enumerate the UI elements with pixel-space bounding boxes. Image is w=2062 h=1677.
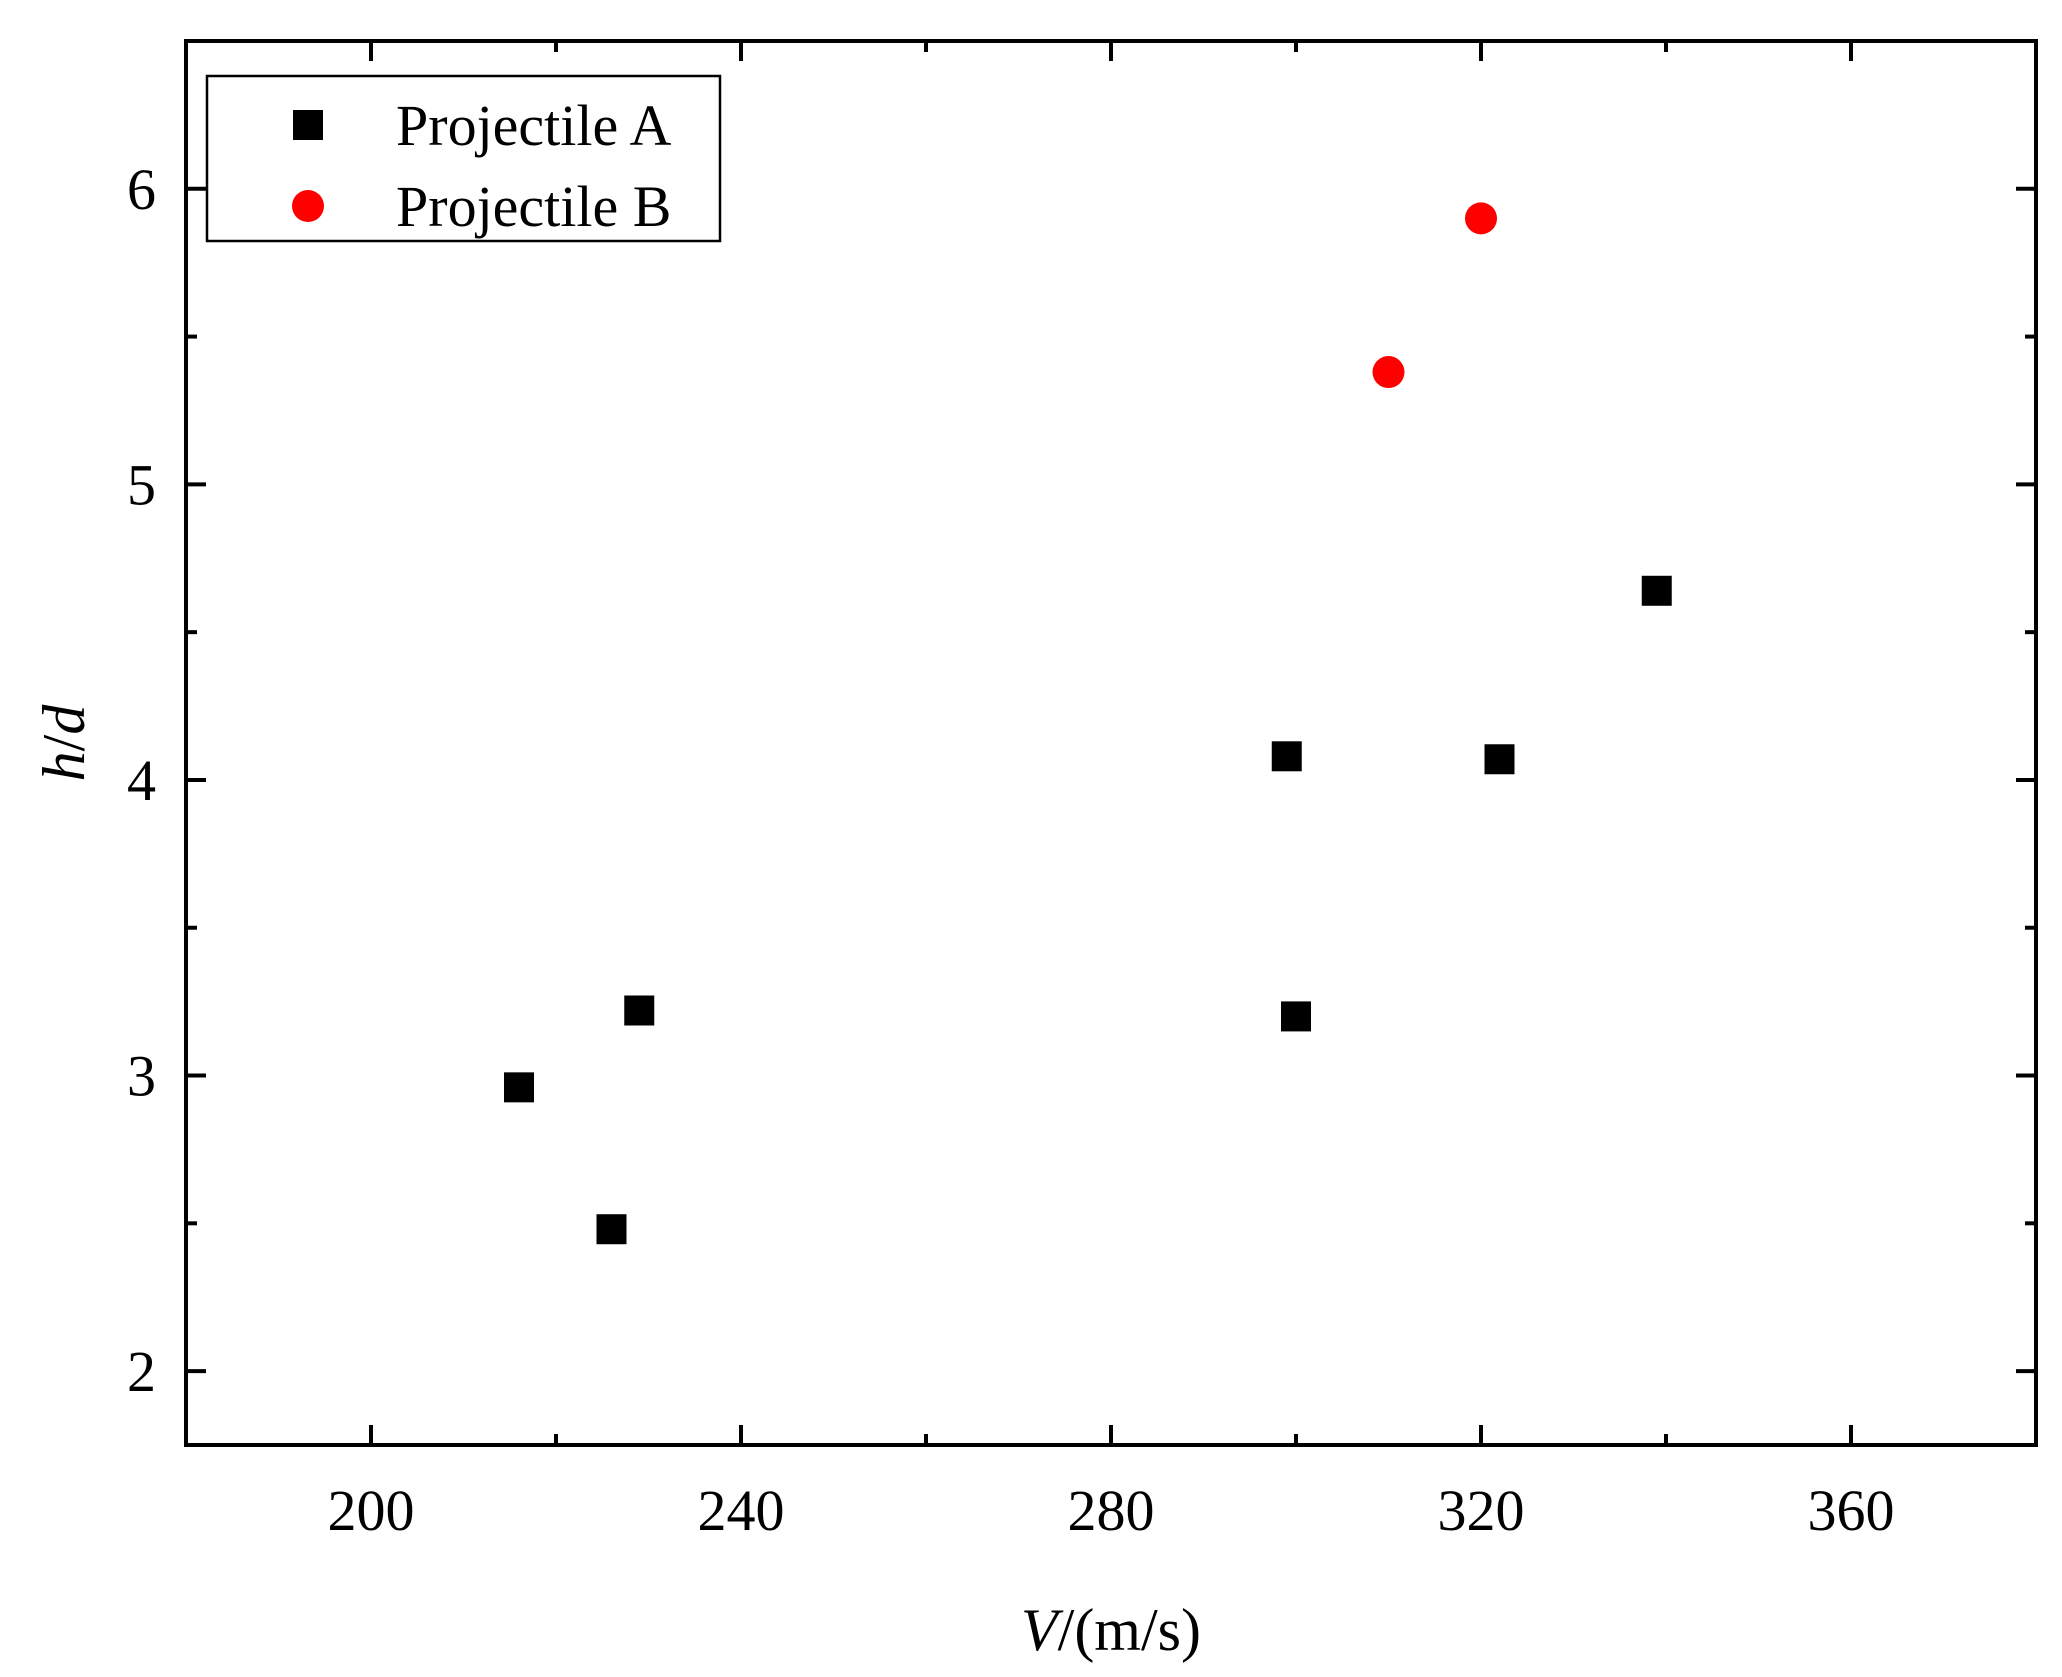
plot-frame [184,39,2038,1447]
y-tick-label: 4 [127,748,156,813]
legend-label-projectile-a: Projectile A [396,93,672,158]
x-axis-title: V/(m/s) [1021,1597,1201,1663]
series-a-point [504,1072,534,1103]
data-markers [504,202,1672,1245]
y-tick-label: 5 [127,452,156,517]
series-a-point [624,995,655,1026]
legend-label-projectile-b: Projectile B [396,174,671,239]
x-tick-label: 360 [1808,1478,1895,1543]
y-axis-title: h/d [31,704,97,782]
x-tick-label: 280 [1068,1478,1155,1543]
x-tick-label: 200 [328,1478,415,1543]
legend-box [205,74,722,243]
legend-marker-projectile-a [293,110,323,140]
x-tick-labels: 200 240 280 320 360 [328,1478,1895,1543]
series-a-point [1281,1001,1311,1032]
series-a-point [1271,741,1302,772]
series-a-point [1641,575,1672,606]
legend: Projectile A Projectile B [205,74,722,243]
series-b-point [1372,356,1405,389]
y-tick-label: 2 [127,1339,156,1404]
axis-ticks [184,41,2036,1445]
y-tick-labels: 2 3 4 5 6 [127,157,156,1404]
series-a-point [1484,744,1515,775]
legend-marker-projectile-b [292,190,324,222]
x-tick-label: 320 [1438,1478,1525,1543]
x-tick-label: 240 [698,1478,785,1543]
y-tick-label: 6 [127,157,156,222]
series-a-point [596,1214,627,1245]
series-b-point [1465,202,1497,235]
y-tick-label: 3 [127,1044,156,1109]
